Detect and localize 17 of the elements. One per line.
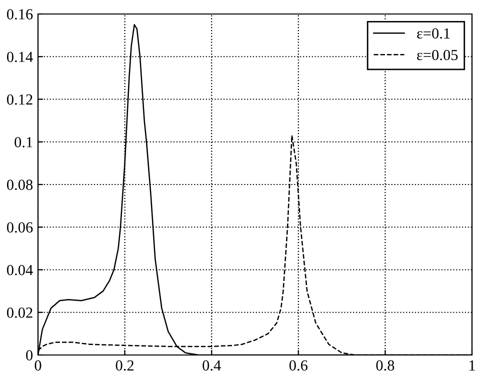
y-tick-label: 0.06 — [6, 222, 33, 233]
x-tick-label: 0.8 — [376, 360, 394, 371]
x-tick-label: 0 — [34, 360, 42, 371]
y-tick-label: 0.16 — [6, 9, 33, 20]
x-tick-label: 0.6 — [289, 360, 308, 371]
y-tick-label: 0.14 — [6, 52, 33, 62]
y-tick-label: 0.1 — [14, 137, 32, 148]
y-tick-label: 0.04 — [6, 264, 33, 276]
x-tick-label: 0.2 — [116, 360, 134, 371]
x-tick-label: 0.4 — [202, 360, 221, 371]
y-tick-label: 0.12 — [6, 94, 32, 105]
y-tick-label: 0 — [26, 350, 33, 360]
y-tick-label: 0.02 — [6, 308, 32, 318]
x-tick-label: 1 — [470, 360, 475, 370]
y-tick-label: 0.08 — [6, 180, 33, 190]
legend-label: ε=0.1 — [417, 28, 450, 39]
legend-label: ε=0.05 — [417, 50, 458, 60]
